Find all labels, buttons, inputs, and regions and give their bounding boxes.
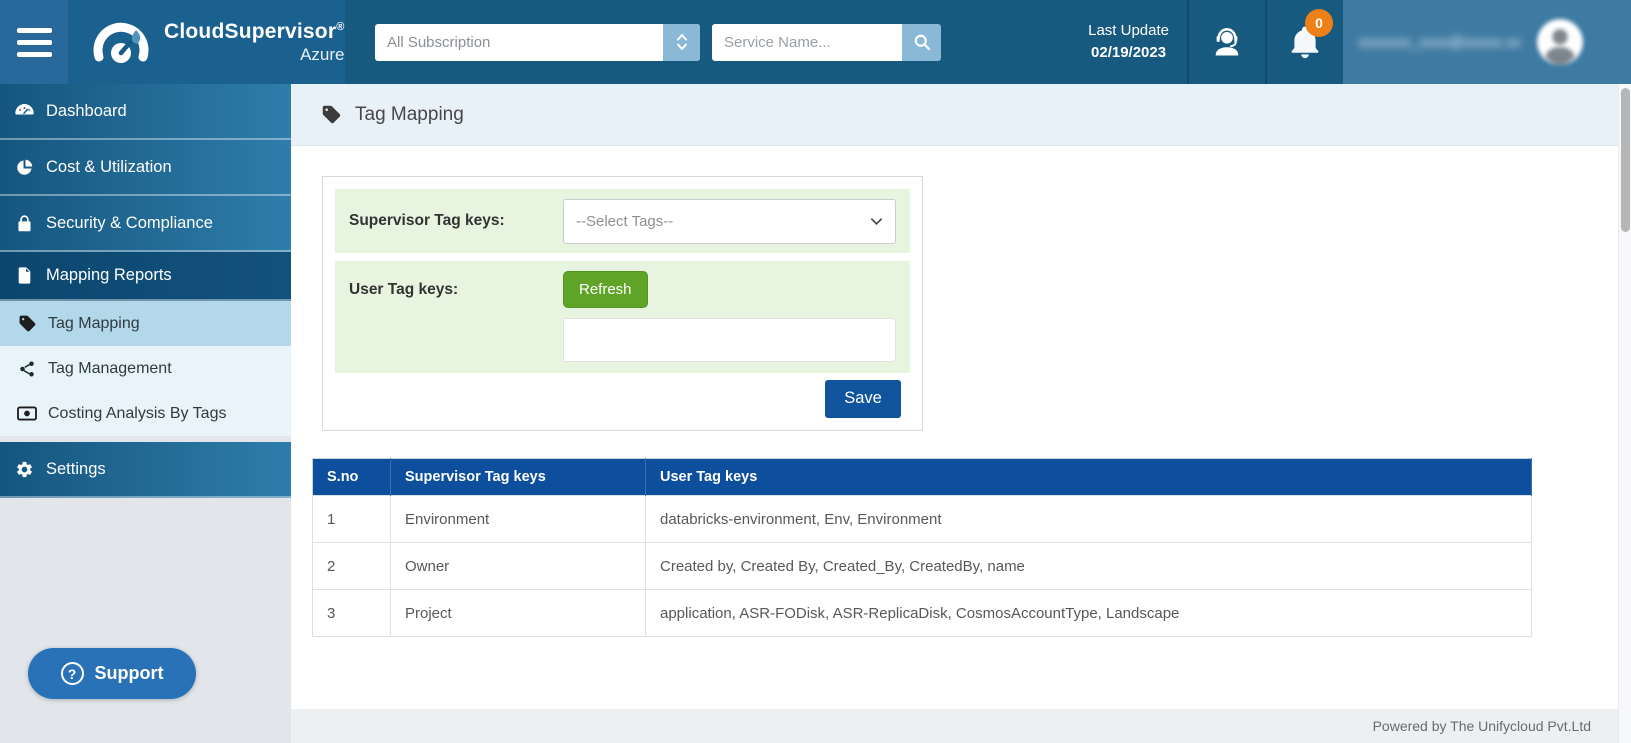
sidebar-item-tag-mapping[interactable]: Tag Mapping bbox=[0, 301, 291, 346]
subscription-dropdown-value: All Subscription bbox=[387, 33, 491, 51]
user-account-menu[interactable]: xxxxxxx_xxxx@xxxxx.xx bbox=[1343, 0, 1631, 84]
cell-sno: 3 bbox=[312, 589, 391, 637]
cell-user: Created by, Created By, Created_By, Crea… bbox=[645, 542, 1532, 590]
support-button-label: Support bbox=[94, 663, 164, 683]
save-button[interactable]: Save bbox=[825, 379, 901, 418]
sidebar-item-label: Cost & Utilization bbox=[46, 157, 172, 176]
brand-logo[interactable]: CloudSupervisor® Azure bbox=[68, 0, 345, 84]
brand-name: CloudSupervisor® bbox=[164, 19, 345, 43]
content-footer: Powered by The Unifycloud Pvt.Ltd bbox=[291, 709, 1631, 743]
column-header-user: User Tag keys bbox=[645, 458, 1532, 496]
notifications-button[interactable]: 0 bbox=[1267, 0, 1343, 84]
tag-icon bbox=[321, 104, 342, 125]
hamburger-menu-button[interactable] bbox=[0, 0, 68, 84]
speedometer-icon bbox=[13, 102, 35, 120]
cell-supervisor: Project bbox=[390, 589, 646, 637]
sidebar-item-label: Settings bbox=[46, 459, 106, 478]
user-tag-row: User Tag keys: Refresh bbox=[335, 261, 910, 373]
sidebar-item-settings[interactable]: Settings bbox=[0, 442, 291, 498]
support-agent-button[interactable] bbox=[1189, 0, 1265, 84]
table-row: 3 Project application, ASR-FODisk, ASR-R… bbox=[312, 589, 1532, 637]
gauge-logo-icon bbox=[90, 18, 152, 66]
sidebar-item-label: Mapping Reports bbox=[46, 266, 172, 284]
tag-icon bbox=[16, 314, 38, 333]
document-icon bbox=[13, 266, 35, 285]
sidebar-item-label: Dashboard bbox=[46, 101, 127, 120]
table-header-row: S.no Supervisor Tag keys User Tag keys bbox=[312, 458, 1532, 496]
last-update-label: Last Update bbox=[1088, 22, 1169, 40]
question-circle-icon: ? bbox=[60, 662, 84, 685]
cell-sno: 2 bbox=[312, 542, 391, 590]
headset-person-icon bbox=[1209, 24, 1245, 60]
refresh-button[interactable]: Refresh bbox=[563, 271, 648, 309]
powered-by-text: Powered by The Unifycloud Pvt.Ltd bbox=[1372, 718, 1591, 734]
column-header-supervisor: Supervisor Tag keys bbox=[390, 458, 646, 496]
cell-user: databricks-environment, Env, Environment bbox=[645, 495, 1532, 543]
cell-user: application, ASR-FODisk, ASR-ReplicaDisk… bbox=[645, 589, 1532, 637]
dropdown-arrows-icon bbox=[663, 23, 700, 61]
cell-sno: 1 bbox=[312, 495, 391, 543]
cell-supervisor: Owner bbox=[390, 542, 646, 590]
column-header-sno: S.no bbox=[312, 458, 391, 496]
cell-supervisor: Environment bbox=[390, 495, 646, 543]
hamburger-icon bbox=[16, 27, 52, 33]
table-row: 2 Owner Created by, Created By, Created_… bbox=[312, 542, 1532, 590]
service-search bbox=[712, 23, 941, 61]
supervisor-tag-label: Supervisor Tag keys: bbox=[349, 212, 505, 230]
search-button[interactable] bbox=[902, 23, 941, 61]
top-header: CloudSupervisor® Azure All Subscription bbox=[0, 0, 1631, 84]
supervisor-tag-row: Supervisor Tag keys: --Select Tags-- bbox=[335, 189, 910, 254]
tags-select[interactable]: --Select Tags-- bbox=[563, 198, 896, 244]
pie-chart-icon bbox=[13, 158, 35, 177]
user-email-redacted: xxxxxxx_xxxx@xxxxx.xx bbox=[1358, 33, 1521, 51]
header-divider bbox=[1187, 0, 1189, 84]
sidebar-item-mapping-reports[interactable]: Mapping Reports bbox=[0, 252, 291, 301]
share-nodes-icon bbox=[16, 360, 38, 378]
gear-icon bbox=[13, 460, 35, 479]
scrollbar-thumb[interactable] bbox=[1621, 88, 1630, 232]
support-button[interactable]: ? Support bbox=[28, 648, 196, 699]
sidebar-item-label: Tag Mapping bbox=[48, 314, 140, 332]
user-tag-label: User Tag keys: bbox=[349, 281, 459, 299]
sidebar-item-tag-management[interactable]: Tag Management bbox=[0, 346, 291, 391]
table-row: 1 Environment databricks-environment, En… bbox=[312, 495, 1532, 543]
sidebar-nav: Dashboard Cost & Utilization Security & … bbox=[0, 84, 291, 743]
last-update-date: 02/19/2023 bbox=[1091, 44, 1167, 61]
sidebar-item-security-compliance[interactable]: Security & Compliance bbox=[0, 196, 291, 252]
sidebar-item-cost-utilization[interactable]: Cost & Utilization bbox=[0, 140, 291, 196]
brand-platform: Azure bbox=[300, 44, 345, 64]
search-icon bbox=[912, 32, 932, 52]
main-content: Tag Mapping Supervisor Tag keys: --Selec… bbox=[291, 84, 1631, 743]
banknote-icon bbox=[16, 406, 38, 421]
user-tag-keys-input[interactable] bbox=[563, 318, 896, 363]
sidebar-item-label: Tag Management bbox=[48, 359, 172, 377]
page-title: Tag Mapping bbox=[355, 103, 464, 125]
avatar bbox=[1537, 19, 1583, 65]
notification-badge: 0 bbox=[1305, 9, 1333, 37]
sidebar-item-dashboard[interactable]: Dashboard bbox=[0, 84, 291, 140]
sidebar-item-label: Costing Analysis By Tags bbox=[48, 404, 227, 422]
sidebar-item-label: Security & Compliance bbox=[46, 213, 213, 232]
last-update: Last Update 02/19/2023 bbox=[1088, 20, 1169, 64]
service-search-input[interactable] bbox=[712, 23, 902, 61]
tag-mapping-table: S.no Supervisor Tag keys User Tag keys 1… bbox=[312, 458, 1532, 637]
padlock-icon bbox=[13, 214, 35, 233]
tag-mapping-form: Supervisor Tag keys: --Select Tags-- Use… bbox=[322, 176, 923, 431]
subscription-dropdown[interactable]: All Subscription bbox=[375, 23, 700, 61]
sidebar-item-costing-analysis[interactable]: Costing Analysis By Tags bbox=[0, 391, 291, 436]
vertical-scrollbar[interactable] bbox=[1618, 84, 1631, 743]
page-titlebar: Tag Mapping bbox=[291, 84, 1631, 146]
